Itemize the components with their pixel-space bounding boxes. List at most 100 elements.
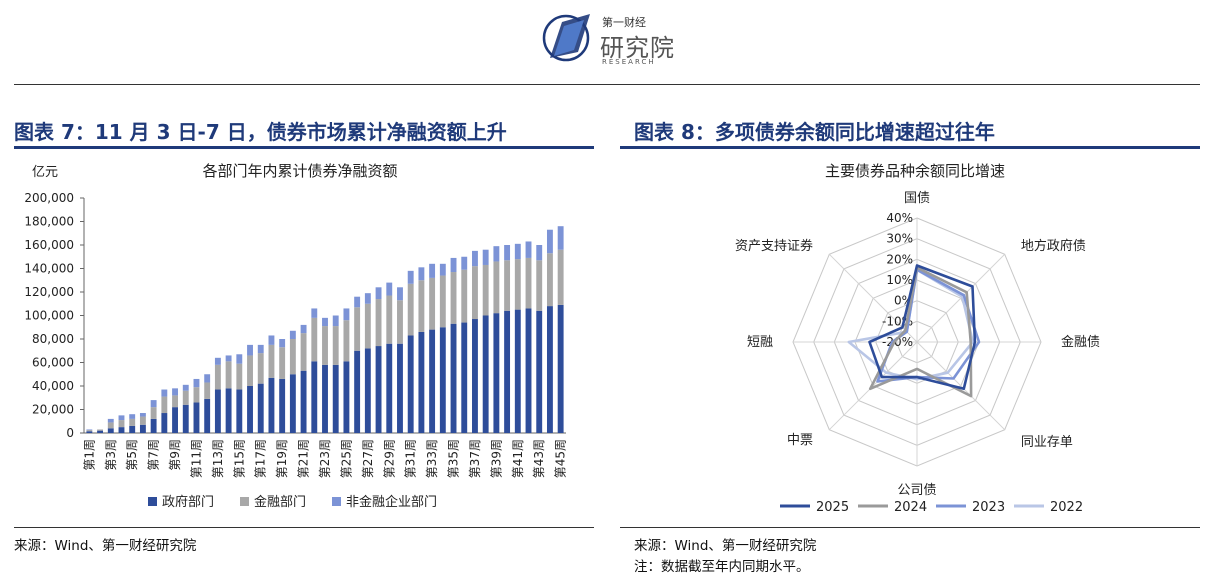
logo-brand-small: 第一财经	[602, 16, 646, 29]
bar-segment	[461, 256, 468, 270]
legend-label: 非金融企业部门	[346, 494, 437, 510]
logo-mark-icon	[542, 14, 590, 62]
legend-label: 2023	[972, 500, 1005, 515]
bar-segment	[536, 260, 543, 311]
x-tick-label: 第45周	[554, 439, 568, 478]
stacked-bar-chart: 0 20,000 40,000 60,000 80,000 100,000 120,000 1…	[24, 191, 568, 510]
bar-segment	[225, 355, 232, 362]
bar-segment	[289, 339, 296, 375]
bar-segment	[86, 429, 93, 431]
bar-segment	[289, 330, 296, 339]
bar-segment	[204, 374, 211, 383]
y-tick-label: 60,000	[32, 356, 74, 370]
bar-segment	[247, 386, 253, 433]
x-tick-label: 第7周	[147, 439, 161, 471]
legend-label: 2022	[1050, 500, 1083, 515]
radar-tick-label: 20%	[886, 252, 913, 266]
bar-segment	[204, 398, 211, 433]
bar-segment	[482, 264, 489, 316]
bar-segment	[214, 389, 221, 433]
bar-segment	[161, 396, 168, 414]
bar-segment	[525, 257, 532, 309]
bar-segment	[407, 270, 414, 284]
bar-segment	[514, 243, 521, 260]
bar-segment	[450, 272, 457, 324]
radar-spoke	[916, 253, 1006, 343]
bar-segment	[225, 388, 232, 433]
x-tick-label: 第25周	[339, 439, 353, 478]
bar-segment	[429, 329, 436, 433]
bar-segment	[364, 293, 371, 304]
x-tick-label: 第29周	[382, 439, 396, 478]
bar-segment	[129, 418, 136, 426]
y-tick-label: 20,000	[32, 403, 74, 417]
bar-segment	[418, 331, 425, 433]
bar-segment	[429, 263, 436, 278]
y-tick-label: 0	[66, 426, 74, 440]
header-divider	[14, 84, 1200, 85]
bar-segment	[525, 308, 532, 433]
bar-segment	[193, 378, 200, 388]
bar-segment	[118, 420, 125, 428]
bar-segment	[546, 229, 553, 254]
x-tick-label: 第43周	[532, 439, 546, 478]
right-footer-rule	[620, 527, 1200, 528]
radar-axis-label: 国债	[904, 191, 930, 206]
bar-segment	[247, 344, 253, 356]
bar-segment	[279, 347, 286, 379]
radar-axis-label: 公司债	[897, 483, 936, 498]
y-tick-label: 140,000	[24, 262, 74, 276]
bar-segment	[204, 382, 211, 399]
radar-chart: 40%30%20%10%0%-10%-20%国债地方政府债金融债同业存单公司债中…	[735, 191, 1100, 515]
bar-segment	[354, 350, 361, 433]
x-tick-label: 第5周	[125, 439, 139, 471]
radar-series-line	[868, 264, 977, 391]
x-tick-label: 第21周	[297, 439, 311, 478]
bar-segment	[311, 317, 318, 362]
bar-segment	[504, 245, 511, 261]
bar-segment	[268, 377, 275, 433]
bar-segment	[514, 309, 521, 433]
bar-segment	[161, 389, 168, 397]
radar-axis-label: 金融债	[1061, 334, 1100, 350]
bar-segment	[322, 364, 328, 433]
bar-segment	[86, 430, 93, 432]
bar-segment	[279, 378, 286, 433]
bar-segment	[536, 310, 543, 433]
bar-segment	[322, 317, 328, 327]
bar-segment	[461, 269, 468, 323]
bar-segment	[118, 427, 125, 433]
bar-segment	[97, 430, 104, 433]
bar-segment	[161, 413, 168, 433]
legend-swatch	[332, 497, 341, 506]
bar-segment	[300, 324, 307, 334]
bar-segment	[364, 303, 371, 349]
bar-segment	[236, 363, 243, 390]
bar-segment	[504, 260, 511, 311]
bar-segment	[354, 296, 361, 308]
bar-segment	[343, 361, 350, 433]
x-tick-label: 第35周	[447, 439, 461, 478]
radar-tick-label: 10%	[886, 273, 913, 287]
radar-axis-label: 中票	[787, 433, 813, 448]
x-tick-label: 第1周	[82, 439, 96, 471]
bar-segment	[386, 295, 393, 344]
radar-tick-label: 30%	[886, 232, 913, 246]
bar-segment	[439, 263, 446, 276]
bar-segment	[311, 361, 318, 433]
bar-segment	[397, 343, 403, 433]
radar-tick-label: 40%	[886, 211, 913, 225]
right-note: 注：数据截至年内同期水平。	[634, 559, 810, 575]
bar-segment	[193, 402, 200, 433]
bar-segment	[172, 395, 178, 408]
bar-segment	[354, 307, 361, 351]
bar-segment	[536, 245, 543, 261]
bar-segment	[257, 383, 264, 433]
bar-segment	[139, 416, 146, 425]
legend-swatch	[148, 497, 157, 506]
x-tick-label: 第17周	[254, 439, 268, 478]
bar-segment	[429, 277, 436, 330]
radar-axis-label: 地方政府债	[1021, 238, 1086, 254]
bar-segment	[557, 304, 564, 433]
bar-segment	[150, 407, 157, 419]
